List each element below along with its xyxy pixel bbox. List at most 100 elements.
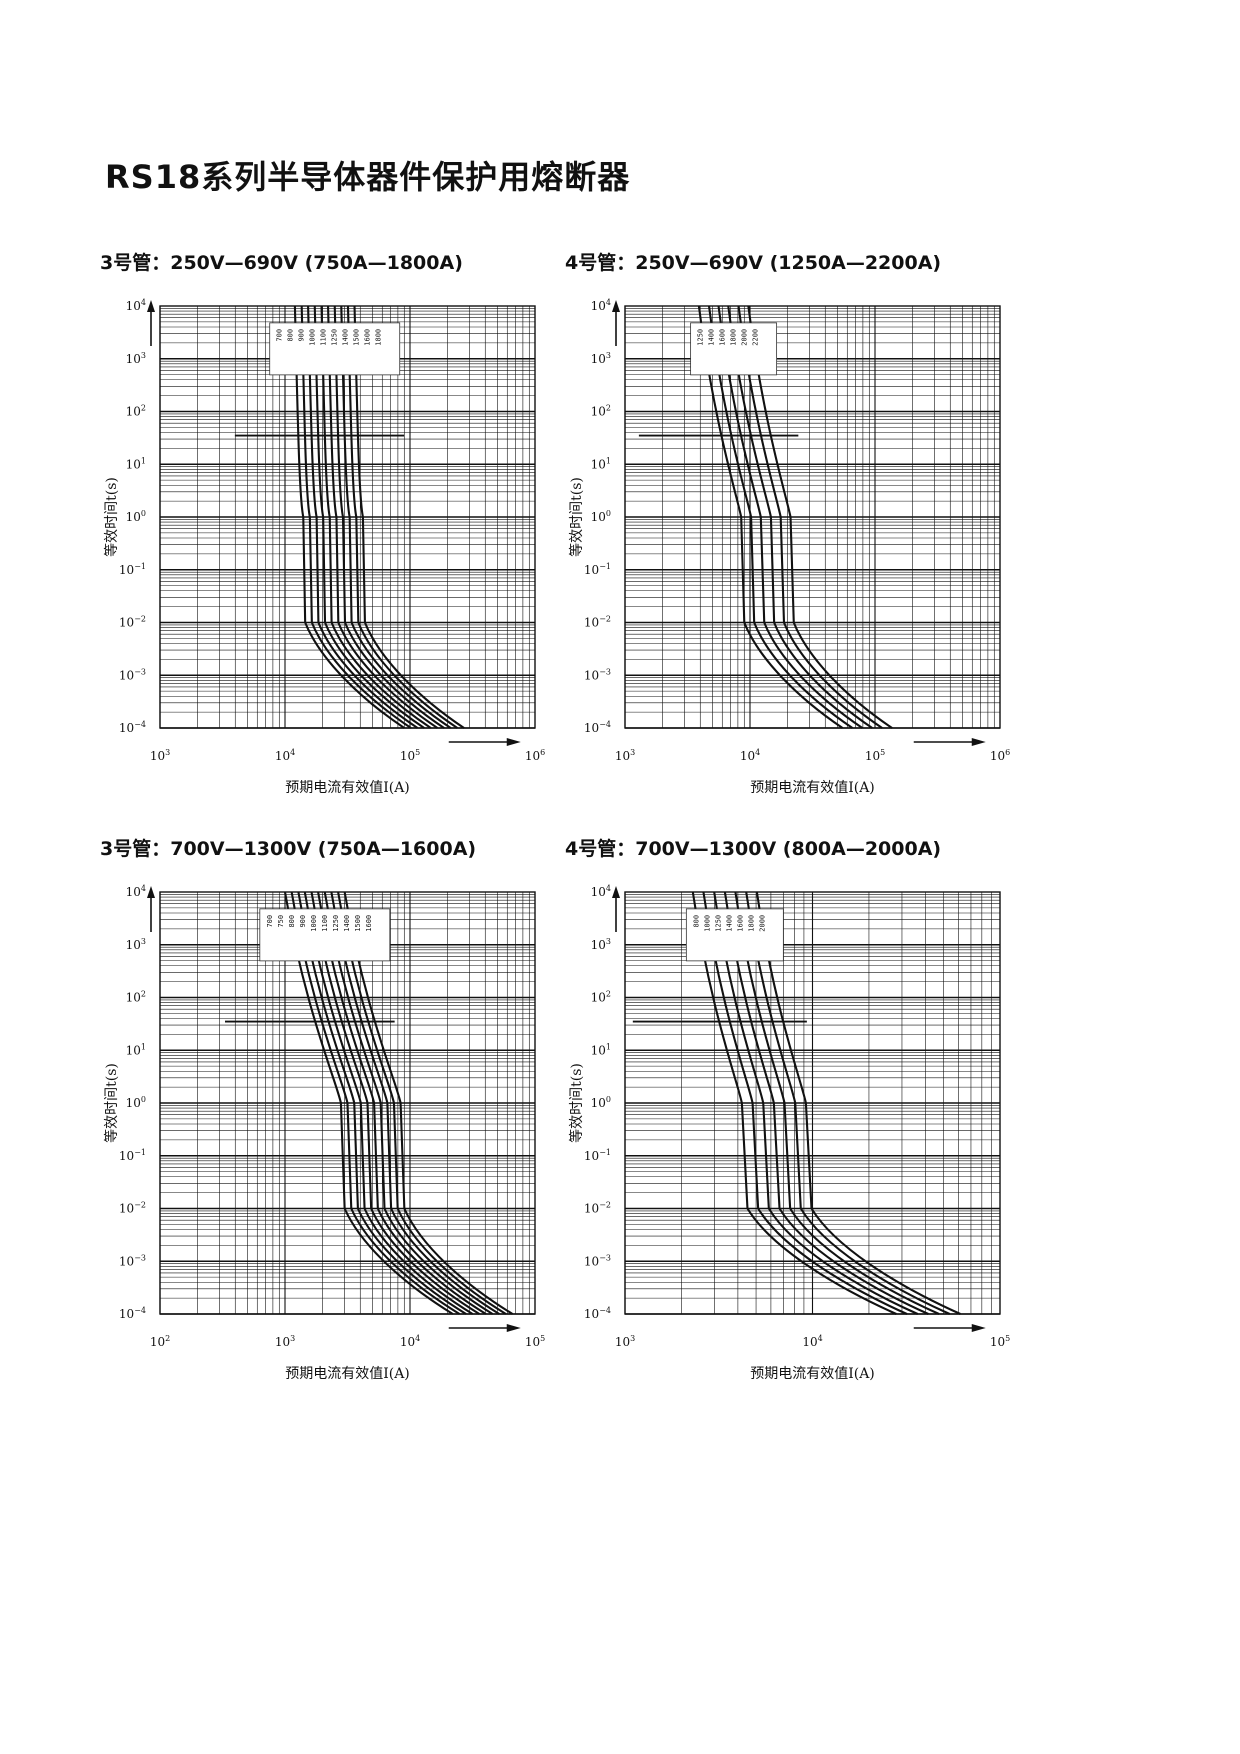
y-tick-label: 10−2	[119, 1201, 146, 1216]
series-curve	[307, 305, 419, 729]
plot-frame	[159, 891, 536, 1315]
chart-svg: 104 103 102 101 100 10−1 10−2 10−3 10−4 103 104 105…	[568, 298, 1010, 796]
x-axis-label: 预期电流有效值I(A)	[750, 1366, 875, 1382]
chart-svg: 104 103 102 101 100 10−1 10−2 10−3 10−4 102 103 104…	[103, 884, 545, 1382]
legend-label: 2200	[752, 329, 760, 346]
series-curve	[713, 891, 919, 1315]
legend-box	[259, 908, 391, 962]
legend-box	[685, 908, 784, 962]
y-tick-label: 101	[126, 456, 146, 471]
series-curve	[737, 305, 883, 729]
series-curve	[745, 891, 951, 1315]
chart-title: 4号管：700V—1300V (800A—2000A)	[565, 838, 942, 860]
y-tick-label: 10−3	[584, 1253, 611, 1268]
legend-label: 1100	[320, 329, 328, 346]
legend-label: 1600	[736, 915, 744, 932]
y-tick-label: 10−4	[584, 720, 611, 735]
y-tick-label: 10−2	[119, 615, 146, 630]
legend: 700 800 900 1000 1100 1250 1400 1500 1600 1800	[269, 322, 401, 376]
x-tick-label: 104	[400, 1334, 420, 1349]
series-curve	[346, 305, 458, 729]
x-tick-label: 105	[990, 1334, 1010, 1349]
series-curve	[323, 891, 494, 1315]
legend-label: 750	[277, 915, 285, 928]
series-curve	[717, 305, 863, 729]
legend-label: 800	[692, 915, 700, 928]
chart-panel-2: 4号管：250V—690V (1250A—2200A) 104 103 102 101…	[565, 248, 1125, 848]
x-tick-label: 103	[615, 1334, 635, 1349]
series-curve	[317, 891, 487, 1315]
x-tick-label: 103	[150, 748, 170, 763]
series-curve	[707, 305, 854, 729]
series-curve	[330, 891, 500, 1315]
chart-panel-1: 3号管：250V—690V (750A—1800A) 104 103 102 101 1…	[100, 248, 660, 848]
series-curve	[310, 891, 480, 1315]
legend-label: 1600	[719, 329, 727, 346]
y-tick-label: 104	[126, 884, 146, 899]
y-tick-label: 103	[591, 351, 611, 366]
curves	[283, 891, 514, 1315]
legend-label: 900	[298, 329, 306, 342]
legend-label: 1250	[331, 329, 339, 346]
y-tick-label: 10−3	[119, 667, 146, 682]
x-axis-arrow-head	[506, 1324, 521, 1332]
series-curve	[697, 305, 844, 729]
legend-label: 1250	[714, 915, 722, 932]
grid	[624, 892, 1000, 1315]
chart-title: 4号管：250V—690V (1250A—2200A)	[565, 252, 942, 274]
grid	[159, 306, 535, 729]
y-tick-label: 102	[591, 404, 611, 419]
curves	[293, 305, 465, 729]
chart-svg: 104 103 102 101 100 10−1 10−2 10−3 10−4 103 104 105…	[568, 884, 1010, 1382]
x-axis-arrow-head	[971, 1324, 986, 1332]
y-tick-label: 103	[126, 351, 146, 366]
series-curve	[297, 891, 467, 1315]
series-curve	[723, 891, 929, 1315]
series-curve	[326, 305, 439, 729]
legend-label: 1250	[332, 915, 340, 932]
x-tick-label: 106	[525, 748, 545, 763]
y-tick-label: 10−3	[584, 667, 611, 682]
chart-title: 3号管：250V—690V (750A—1800A)	[100, 252, 463, 274]
series-curve	[313, 305, 425, 729]
legend-label: 1500	[353, 329, 361, 346]
series-curve	[333, 305, 445, 729]
y-axis-label: 等效时间t(s)	[103, 477, 120, 557]
series-curve	[353, 305, 465, 729]
y-tick-label: 104	[591, 298, 611, 313]
series-curve	[702, 891, 908, 1315]
plot-frame	[159, 305, 536, 729]
chart-panel-3: 3号管：700V—1300V (750A—1600A) 104 103 102 101…	[100, 834, 660, 1434]
y-tick-label: 10−2	[584, 1201, 611, 1216]
grid	[624, 306, 1000, 729]
x-tick-label: 103	[275, 1334, 295, 1349]
plot-frame	[624, 305, 1001, 729]
legend-label: 1250	[697, 329, 705, 346]
legend: 700 750 800 900 1000 1100 1250 1400 1500 1600	[259, 908, 391, 962]
y-axis-label: 等效时间t(s)	[568, 1063, 585, 1143]
y-tick-label: 103	[126, 937, 146, 952]
y-tick-label: 100	[591, 509, 611, 524]
legend-box	[269, 322, 401, 376]
legend-label: 1000	[309, 329, 317, 346]
legend-label: 700	[266, 915, 274, 928]
legend-label: 2000	[741, 329, 749, 346]
series-curve	[340, 305, 452, 729]
y-axis-arrow-head	[612, 886, 620, 898]
x-tick-label: 106	[990, 748, 1010, 763]
y-axis-label: 等效时间t(s)	[103, 1063, 120, 1143]
legend-label: 2000	[758, 915, 766, 932]
y-tick-label: 10−3	[119, 1253, 146, 1268]
x-tick-label: 105	[400, 748, 420, 763]
legend-label: 1000	[310, 915, 318, 932]
y-tick-label: 104	[126, 298, 146, 313]
legend: 1250 1400 1600 1800 2000 2200	[690, 322, 778, 376]
series-curve	[290, 891, 461, 1315]
curves	[691, 891, 961, 1315]
legend: 800 1000 1250 1400 1600 1800 2000	[685, 908, 784, 962]
legend-label: 1600	[365, 915, 373, 932]
x-tick-label: 102	[150, 1334, 170, 1349]
y-tick-label: 10−1	[584, 1148, 611, 1163]
curves	[697, 305, 893, 729]
x-axis-arrow-head	[971, 738, 986, 746]
